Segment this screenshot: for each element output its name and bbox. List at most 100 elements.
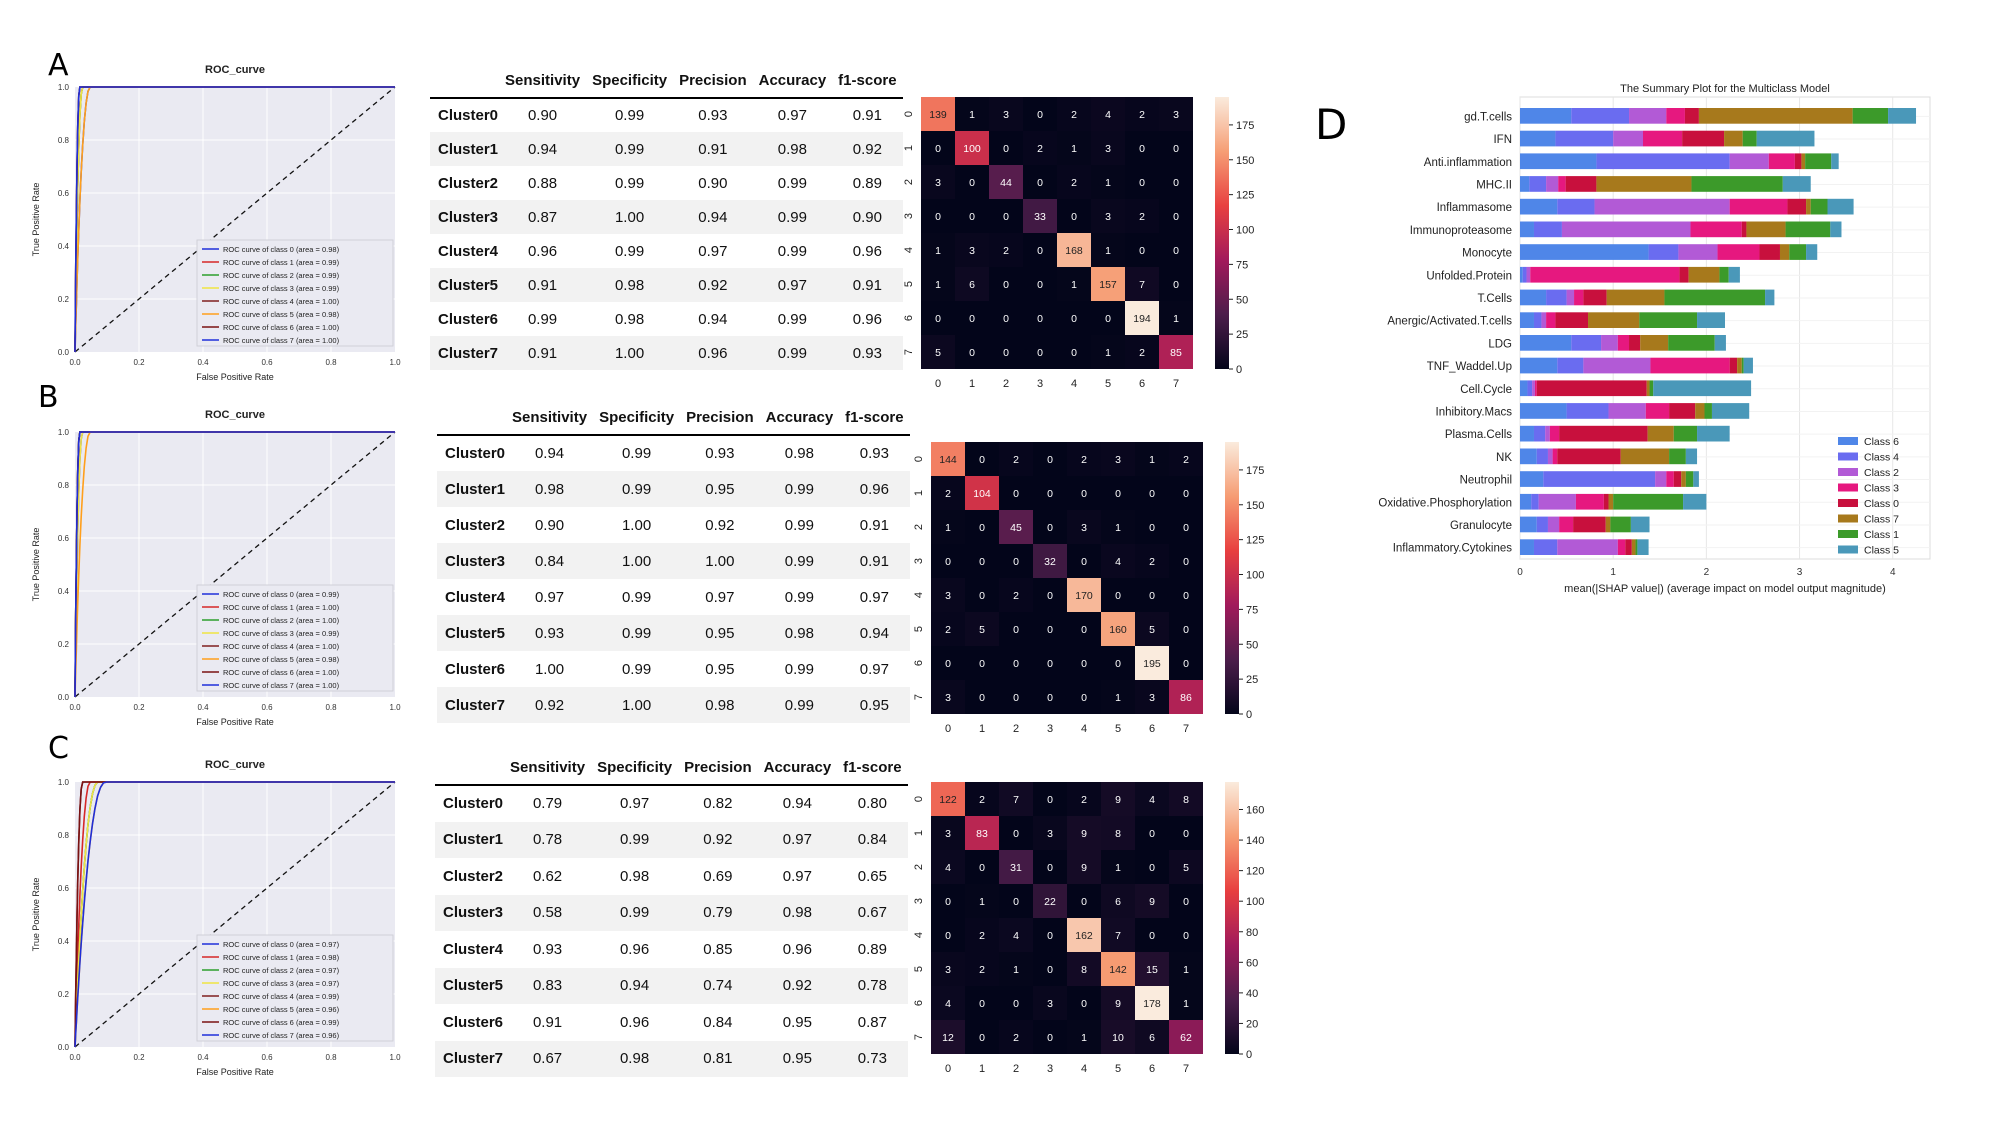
cm-cell (955, 301, 989, 335)
metric-cell: 0.93 (532, 940, 563, 958)
row-label: Cluster6 (438, 310, 499, 328)
shap-bar-class-2 (1547, 448, 1553, 465)
x-tick-label: 0.8 (325, 1053, 337, 1062)
metric-cell: 0.65 (857, 867, 887, 885)
metrics-table-b: Sensitivity Specificity Precision Accuracy f… (437, 400, 910, 723)
y-tick-label: 0.2 (58, 640, 70, 649)
cm-cell (931, 476, 965, 510)
cm-cell (965, 544, 999, 578)
table-row: Cluster0 0.90 0.99 0.93 0.97 0.91 (430, 98, 903, 132)
cm-cell-value: 2 (979, 930, 985, 942)
cm-cell-value: 4 (1149, 794, 1155, 806)
metric-cell: 0.99 (759, 687, 840, 723)
y-axis-label: True Positive Rate (31, 878, 41, 952)
cm-cell-value: 3 (969, 245, 975, 257)
cm-cell-value: 0 (1173, 143, 1179, 155)
confusion-matrix-a: 139 1 3 0 2 4 2 30 100 0 2 1 3 0 03 0 44 0 2 1 0 00 0 0 33 0 3 2 01 3… (903, 97, 1254, 390)
metric-cell: 1.00 (621, 516, 652, 534)
shap-bar-class-7 (1688, 266, 1720, 283)
cm-cell-value: 2 (1139, 109, 1145, 121)
cm-cell-value: 0 (935, 313, 941, 325)
metric-cell: 0.98 (586, 268, 674, 302)
y-tick-label: 1.0 (58, 778, 70, 787)
cm-cell (1101, 612, 1135, 646)
cm-cell-value: 0 (1183, 658, 1189, 670)
metric-cell: 0.99 (777, 242, 807, 260)
feature-label: TNF_Waddel.Up (1427, 361, 1512, 373)
shap-bar-class-1 (1668, 335, 1715, 351)
column-header: Accuracy (757, 750, 838, 786)
row-label: Cluster5 (435, 967, 505, 1004)
shap-bar-class-5 (1782, 176, 1811, 192)
cm-cell-value: 83 (976, 828, 988, 840)
cm-x-tick: 6 (1149, 1063, 1155, 1075)
cm-cell (1033, 544, 1067, 578)
cm-cell (999, 986, 1033, 1020)
cm-cell-value: 2 (1071, 177, 1077, 189)
metric-cell: 0.97 (757, 821, 838, 858)
metric-cell: 0.96 (673, 336, 753, 370)
legend-swatch (1838, 483, 1858, 492)
feature-label: IFN (1493, 134, 1512, 146)
shap-bar-class-3 (1617, 335, 1630, 351)
table-row: Cluster5 0.91 0.98 0.92 0.97 0.91 (430, 268, 903, 302)
cm-cell-value: 6 (1115, 896, 1121, 908)
cm-cell (989, 335, 1023, 369)
shap-bar-class-6 (1520, 108, 1572, 124)
cm-cell (931, 612, 965, 646)
shap-bar-class-3 (1552, 448, 1558, 465)
shap-bar-class-3 (1559, 516, 1574, 533)
metric-cell: 0.97 (619, 795, 650, 813)
table-row: Cluster1 0.78 0.99 0.92 0.97 0.84 (435, 821, 908, 858)
cm-cell-value: 1 (1183, 964, 1189, 976)
panel-label-b: B (38, 380, 59, 415)
cm-cell-value: 1 (1071, 143, 1077, 155)
cm-x-tick: 5 (1115, 1063, 1121, 1075)
cm-cell (1169, 646, 1203, 680)
cm-cell (1033, 782, 1067, 816)
roc-curve-class-7 (74, 86, 395, 352)
cm-cell (1169, 476, 1203, 510)
metric-cell: 0.99 (759, 471, 840, 507)
shap-title: The Summary Plot for the Multiclass Mode… (1620, 83, 1830, 95)
cm-cell-value: 0 (979, 454, 985, 466)
shap-bar-class-1 (1805, 153, 1832, 170)
column-header: f1-score (839, 400, 910, 436)
cm-cell (1067, 476, 1101, 510)
cm-cell (989, 131, 1023, 165)
cm-cell (931, 952, 965, 986)
cm-y-tick: 4 (913, 592, 925, 598)
cm-cell (931, 680, 965, 714)
cm-cell (965, 510, 999, 544)
cm-cell (965, 782, 999, 816)
cm-cell (999, 646, 1033, 680)
cm-cell-value: 4 (1105, 109, 1111, 121)
shap-bar-class-4 (1555, 130, 1614, 147)
cm-cell (1033, 850, 1067, 884)
shap-bar-class-7 (1640, 335, 1669, 351)
cm-cell (989, 165, 1023, 199)
cm-cell-value: 0 (1013, 692, 1019, 704)
table-row: Cluster2 0.90 1.00 0.92 0.99 0.91 (437, 507, 910, 543)
cm-cell-value: 0 (1149, 590, 1155, 602)
cm-cell-value: 1 (1105, 177, 1111, 189)
metric-cell: 0.95 (705, 660, 735, 678)
cm-cell-value: 0 (945, 556, 951, 568)
cm-y-tick: 7 (913, 694, 925, 700)
cm-cell (1135, 612, 1169, 646)
colorbar-tick-label: 60 (1246, 957, 1258, 969)
cm-cell (955, 165, 989, 199)
colorbar-tick-label: 40 (1246, 988, 1258, 1000)
legend-entry: ROC curve of class 4 (area = 1.00) (223, 642, 340, 651)
colorbar-tick-label: 50 (1236, 294, 1248, 306)
cm-cell-value: 32 (1044, 556, 1056, 568)
legend-entry: ROC curve of class 2 (area = 1.00) (223, 616, 340, 625)
cm-cell-value: 160 (1109, 624, 1127, 636)
colorbar-tick-label: 80 (1246, 927, 1258, 939)
cm-cell-value: 1 (969, 109, 975, 121)
cm-cell (955, 267, 989, 301)
corner-cell (430, 63, 500, 99)
y-tick-label: 1.0 (58, 83, 70, 92)
legend-swatch (1838, 514, 1858, 523)
cm-y-tick: 6 (913, 660, 925, 666)
